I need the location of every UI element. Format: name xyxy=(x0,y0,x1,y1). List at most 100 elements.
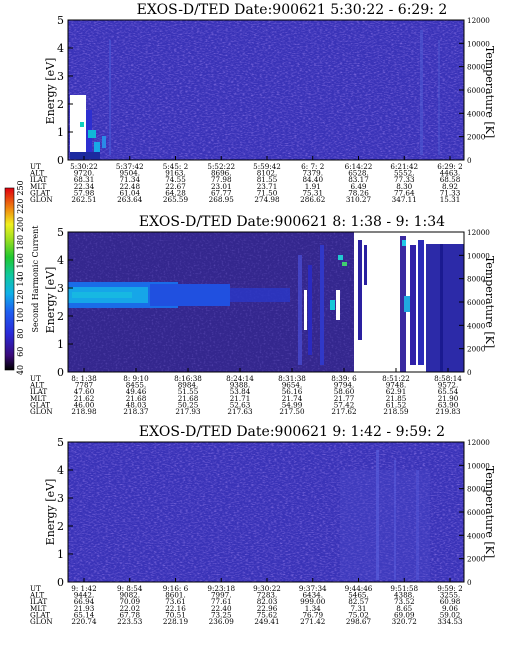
panel-1-table-cell: 1.91 xyxy=(305,182,321,191)
panel-2-ytick-label: 5 xyxy=(57,226,64,239)
panel-1-title: EXOS-D/TED Date:900621 5:30:22 - 6:29: 2 xyxy=(137,2,448,18)
panel-1-table-cell: 6:14:22 xyxy=(345,162,373,171)
panel-2-table-cell: 65.54 xyxy=(438,387,459,396)
panel-1-table-cell: 7379. xyxy=(302,169,323,178)
panel-2-ytick-label: 3 xyxy=(57,282,64,295)
panel-3-y2tick-label: 2000 xyxy=(467,555,486,564)
colorbar-tick-label: 220 xyxy=(16,199,25,214)
panel-2-table-cell: 21.68 xyxy=(178,394,199,403)
panel-1-row-label: MLT xyxy=(30,182,47,191)
panel-2-y2tick-label: 4000 xyxy=(467,321,486,330)
panel-3-table-cell: 9:16: 6 xyxy=(163,584,189,593)
panel-2-table-cell: 8:24:14 xyxy=(226,374,254,383)
panel-3-row-label: GLAT xyxy=(30,610,50,619)
panel-2-table-cell: 62.91 xyxy=(386,387,407,396)
panel-3-table-cell: 334.53 xyxy=(437,617,463,626)
panel-2-table-cell: 217.62 xyxy=(331,407,356,416)
panel-3-table-cell: 22.16 xyxy=(165,604,186,613)
panel-1-table-cell: 263.64 xyxy=(117,195,143,204)
panel-1-y2tick-label: 8000 xyxy=(467,63,486,72)
panel-3-table-cell: 9:23:18 xyxy=(207,584,235,593)
panel-3-table-cell: 9442. xyxy=(74,591,95,600)
panel-2-y2ticks: 0 2000 4000 6000 8000 10000 12000 xyxy=(459,228,490,377)
panel-2-ytick-label: 4 xyxy=(57,254,64,267)
panel-3-table-cell: 9:37:34 xyxy=(299,584,327,593)
panel-3-table-cell: 9.06 xyxy=(442,604,458,613)
panel-1-y2tick-label: 10000 xyxy=(467,39,490,48)
panel-2-table-cell: 61.52 xyxy=(386,400,407,409)
panel-1-table-cell: 15.31 xyxy=(440,195,461,204)
panel-1-table-cell: 6.49 xyxy=(350,182,366,191)
panel-1-table-cell: 5:37:42 xyxy=(116,162,144,171)
panel-3-table-cell: 82.57 xyxy=(348,597,369,606)
panel-3-table-cell: 298.67 xyxy=(346,617,372,626)
panel-3-table-cell: 7.31 xyxy=(350,604,366,613)
panel-1-y2tick-label: 2000 xyxy=(467,133,486,142)
panel-3-table-cell: 220.74 xyxy=(71,617,97,626)
panel-1-table-cell: 5:59:42 xyxy=(253,162,281,171)
panel-3-row-label: MLT xyxy=(30,604,47,613)
panel-2-y2tick-label: 6000 xyxy=(467,298,486,307)
panel-2-ylabel: Energy [eV] xyxy=(44,267,57,334)
panel-3-table-cell: 3255. xyxy=(440,591,461,600)
panel-2-table-cell: 58.60 xyxy=(334,387,355,396)
panel-1-table-cell: 5552. xyxy=(394,169,415,178)
panel-1-row-label: GLON xyxy=(30,195,53,204)
panel-1-table-cell: 265.59 xyxy=(163,195,189,204)
panel-3-title: EXOS-D/TED Date:900621 9: 1:42 - 9:59: 2 xyxy=(139,424,445,440)
colorbar-tick-label: 60 xyxy=(16,347,25,357)
panel-2-table-cell: 21.68 xyxy=(126,394,147,403)
panel-3-table-cell: 22.02 xyxy=(119,604,140,613)
colorbar-tick-label: 180 xyxy=(16,235,25,250)
panel-3-table-cell: 82.03 xyxy=(257,597,278,606)
panel-3-ytick-label: 1 xyxy=(57,548,64,561)
panel-2-table-cell: 21.77 xyxy=(334,394,355,403)
panel-3-y2ticks: 0 2000 4000 6000 8000 10000 12000 xyxy=(459,438,490,587)
panel-3-ytick-label: 3 xyxy=(57,492,64,505)
colorbar-tick-label: 120 xyxy=(16,290,25,305)
panel-2-table-cell: 8:39: 6 xyxy=(331,374,357,383)
panel-3-table-cell: 22.96 xyxy=(257,604,278,613)
panel-3-table-cell: 73.61 xyxy=(165,597,186,606)
panel-3-table-cell: 7283. xyxy=(257,591,278,600)
panel-1-table-cell: 22.48 xyxy=(119,182,140,191)
panel-2-plot-area xyxy=(67,231,465,373)
panel-2-table-cell: 9572. xyxy=(438,381,459,390)
panel-3-table-cell: 22.40 xyxy=(211,604,232,613)
panel-1-ytick-label: 4 xyxy=(57,42,64,55)
panel-2-table-cell: 51.55 xyxy=(178,387,199,396)
panel-3-table-cell: 5465. xyxy=(348,591,369,600)
panel-1-table-cell: 9504. xyxy=(119,169,140,178)
panel-1-table-cell: 61.04 xyxy=(119,188,140,197)
panel-3-y2label: Temperature [K] xyxy=(483,466,496,558)
panel-2-table-cell: 57.42 xyxy=(334,400,355,409)
panel-1-ytick-label: 1 xyxy=(57,126,64,139)
panel-3-table-cell: 70.51 xyxy=(165,610,186,619)
panel-1-table-cell: 9163. xyxy=(165,169,186,178)
panel-1-table-cell: 262.51 xyxy=(71,195,96,204)
panel-1-table-cell: 71.33 xyxy=(440,188,461,197)
panel-1-table-cell: 74.55 xyxy=(165,175,186,184)
panel-2-table-cell: 21.71 xyxy=(230,394,251,403)
panel-1-table-cell: 6: 7: 2 xyxy=(301,162,324,171)
panel-2-table-cell: 21.85 xyxy=(386,394,407,403)
panel-3-table-cell: 223.53 xyxy=(117,617,143,626)
panel-1-table-cell: 57.98 xyxy=(74,188,95,197)
panel-1-ytick-label: 3 xyxy=(57,70,64,83)
panel-2-table-cell: 21.74 xyxy=(282,394,303,403)
panel-1-table-cell: 64.28 xyxy=(165,188,186,197)
panel-2-table-cell: 8:31:38 xyxy=(278,374,306,383)
panel-3-table-cell: 73.52 xyxy=(394,597,415,606)
panel-2-table-cell: 47.60 xyxy=(74,387,95,396)
panel-1-table-cell: 77.98 xyxy=(211,175,232,184)
panel-2-table-cell: 8: 9:10 xyxy=(123,374,149,383)
panel-1-table-cell: 71.50 xyxy=(257,188,278,197)
panel-3-y2tick-label: 12000 xyxy=(467,438,490,447)
panel-2-row-label: ALT xyxy=(29,381,44,390)
panel-1-table-cell: 78.26 xyxy=(348,188,369,197)
panel-1-row-label: UT xyxy=(30,162,41,171)
panel-1-y2tick-label: 0 xyxy=(467,156,472,165)
panel-1-table-cell: 5:52:22 xyxy=(207,162,235,171)
panel-2-table-cell: 9794. xyxy=(334,381,355,390)
